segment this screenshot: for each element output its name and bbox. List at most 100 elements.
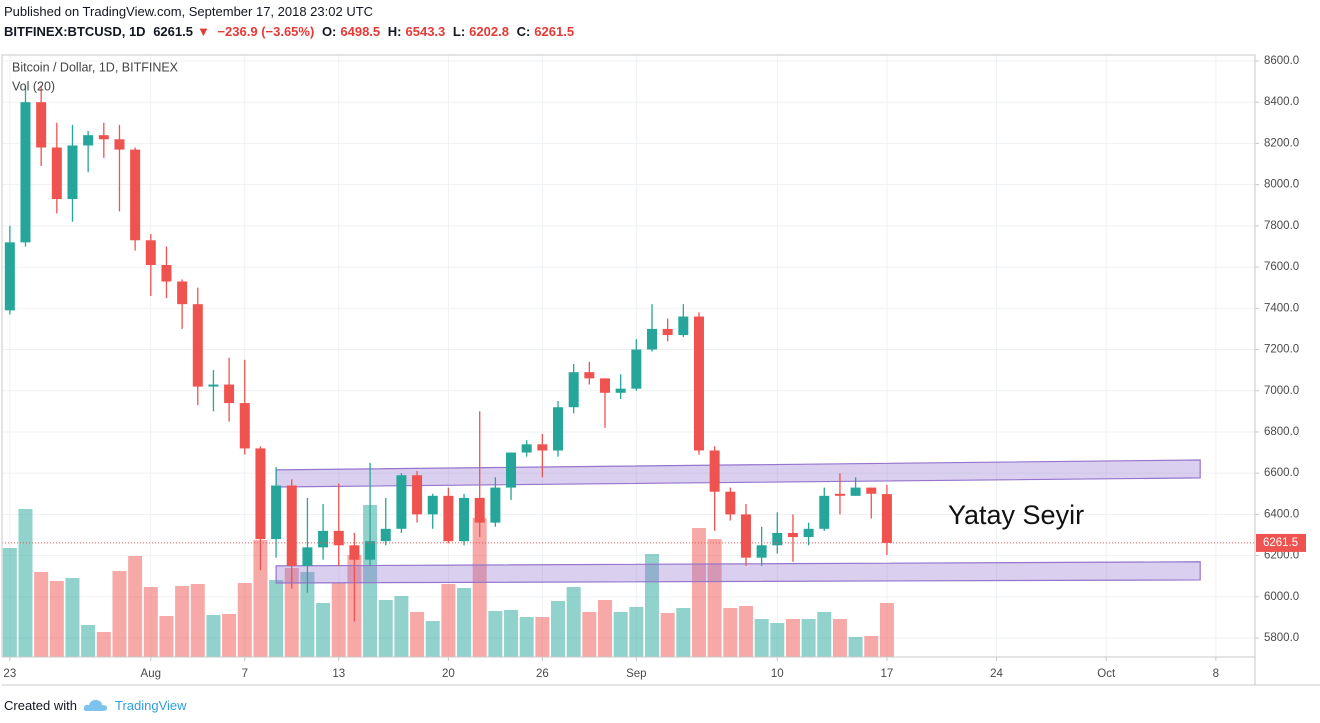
candle-body <box>866 487 877 494</box>
y-tick-label: 6400.0 <box>1264 508 1299 520</box>
volume-bar <box>864 636 879 657</box>
volume-bar <box>222 614 237 657</box>
volume-bar <box>770 623 785 657</box>
volume-bar <box>519 617 534 657</box>
y-tick-label: 8600.0 <box>1264 55 1299 67</box>
candle-body <box>98 135 109 140</box>
candle-body <box>349 545 360 560</box>
footer: Created with TradingView <box>4 697 187 713</box>
volume-bar <box>676 608 691 657</box>
volume-bar <box>488 611 503 657</box>
candle-body <box>553 407 564 451</box>
candle-body <box>881 494 892 543</box>
candle-body <box>740 514 751 558</box>
candle-body <box>756 545 767 558</box>
volume-bar <box>660 613 675 657</box>
candle-body <box>615 388 626 393</box>
created-with: Created with <box>4 697 77 713</box>
candle-body <box>646 328 657 350</box>
volume-bar <box>410 612 425 657</box>
ohlc-value: 6202.8 <box>469 24 509 39</box>
candle-body <box>239 403 250 449</box>
symbol: BITFINEX:BTCUSD, 1D <box>4 24 146 39</box>
plot-frame <box>1 54 1256 658</box>
candle-body <box>318 530 329 548</box>
volume-bar <box>832 619 847 657</box>
last-price-label: 6261.5 <box>1263 537 1298 549</box>
volume-bar <box>817 612 832 657</box>
volume-bar <box>848 637 863 657</box>
candle-body <box>819 495 830 529</box>
candle-body <box>302 547 313 566</box>
volume-bar <box>253 540 268 657</box>
volume-bar <box>551 601 566 657</box>
volume-bar <box>378 600 393 657</box>
candle-body <box>333 530 344 546</box>
candle-body <box>678 316 689 336</box>
y-tick-label: 6600.0 <box>1264 467 1299 479</box>
volume-bar <box>175 586 190 657</box>
y-tick-label: 7400.0 <box>1264 302 1299 314</box>
chart-title: Bitcoin / Dollar, 1D, BITFINEX <box>12 60 179 74</box>
volume-bar <box>598 600 613 657</box>
candle-body <box>177 281 188 305</box>
change: −236.9 (−3.65%) <box>217 24 315 39</box>
volume-bar <box>441 584 456 657</box>
volume-label: Vol (20) <box>12 79 55 93</box>
published-line: Published on TradingView.com, September … <box>4 4 374 19</box>
candle-body <box>725 491 736 515</box>
candle-body <box>772 532 783 546</box>
candle-body <box>365 541 376 560</box>
last-price-tag <box>1256 533 1306 552</box>
x-tick-label: 7 <box>242 668 248 680</box>
volume-bar <box>128 556 143 657</box>
ohlc-value: 6543.3 <box>405 24 446 39</box>
y-tick-label: 8200.0 <box>1264 137 1299 149</box>
volume-bar <box>65 578 80 657</box>
candle-body <box>537 444 548 451</box>
volume-bar <box>159 616 174 657</box>
candle-body <box>145 240 156 266</box>
volume-bar <box>504 610 519 657</box>
candle-body <box>396 475 407 529</box>
candle-body <box>412 475 423 515</box>
volume-bar <box>96 632 111 657</box>
x-tick-label: 23 <box>3 668 16 680</box>
candle-body <box>584 372 595 379</box>
brand-logo <box>83 699 108 711</box>
volume-bar <box>300 572 315 657</box>
candle-body <box>568 372 579 408</box>
volume-bar <box>190 584 205 657</box>
candle-body <box>834 493 845 496</box>
volume-bar <box>801 619 816 657</box>
ohlc-label: C: <box>516 24 531 39</box>
candle-body <box>521 444 532 453</box>
volume-bar <box>754 619 769 657</box>
volume-bar <box>738 606 753 657</box>
candle-body <box>161 265 172 282</box>
candle-body <box>506 452 517 488</box>
candle-body <box>192 304 203 387</box>
candle-body <box>693 316 704 451</box>
candle-body <box>255 448 266 540</box>
volume-bar <box>206 615 221 657</box>
x-tick-label: 26 <box>536 668 549 680</box>
volume-bar <box>284 568 299 657</box>
candle-body <box>427 495 438 515</box>
volume-bar <box>269 580 284 657</box>
candle-body <box>490 487 501 523</box>
volume-bar <box>2 548 17 657</box>
y-tick-label: 7200.0 <box>1264 344 1299 356</box>
range-band <box>275 561 1201 584</box>
y-tick-label: 8400.0 <box>1264 96 1299 108</box>
candle-body <box>803 528 814 538</box>
candle-body <box>67 145 78 200</box>
marks <box>2 85 1255 657</box>
candle-body <box>459 497 470 542</box>
volume-bar <box>535 617 550 657</box>
volume-bar <box>785 619 800 657</box>
volume-bar <box>707 539 722 657</box>
volume-bar <box>237 583 252 657</box>
change-arrow: ▼ <box>196 24 210 39</box>
y-tick-label: 5800.0 <box>1264 632 1299 644</box>
